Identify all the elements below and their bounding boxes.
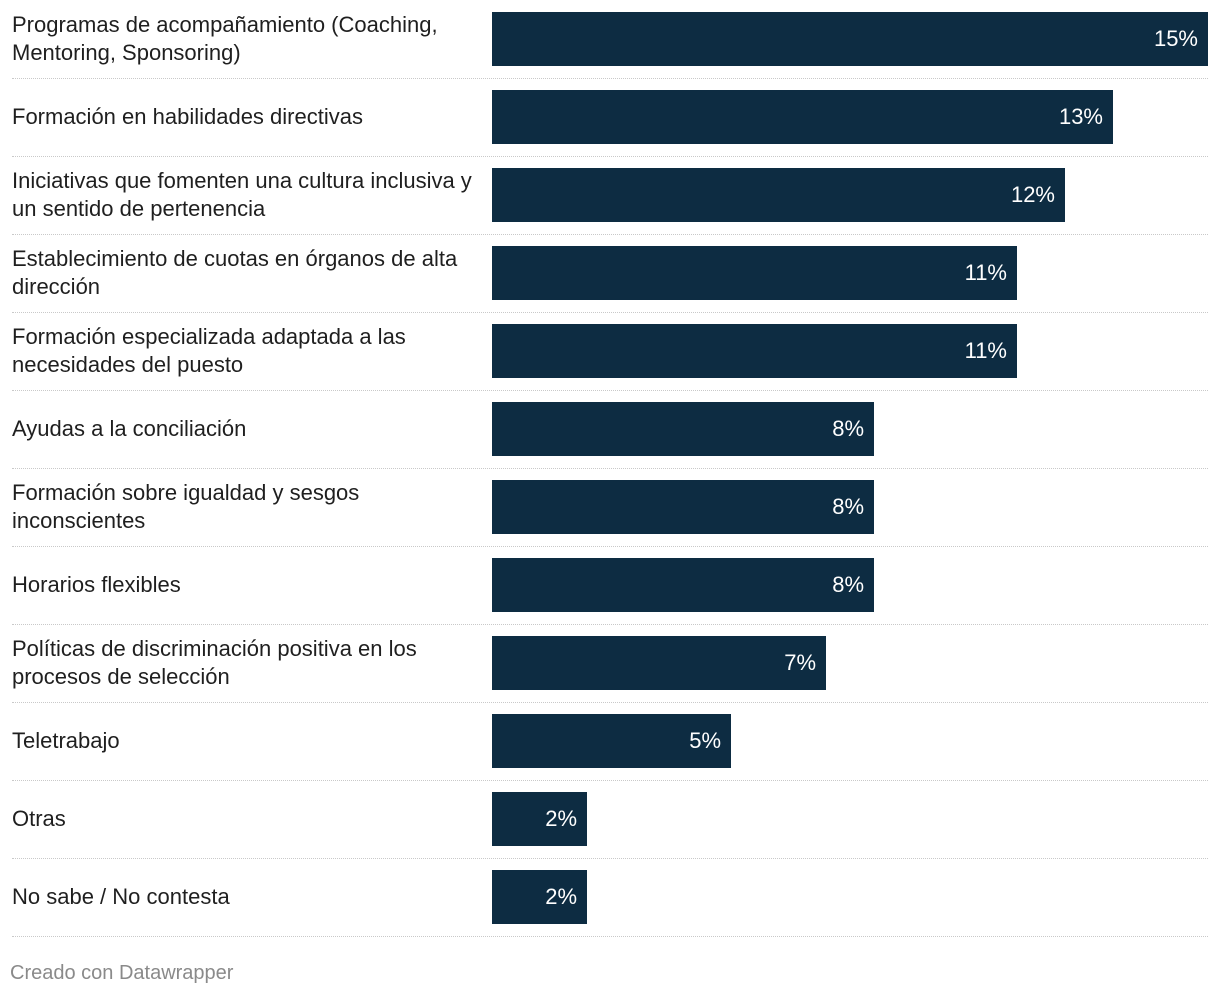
bar-value-label: 7%	[784, 650, 816, 675]
bar: 8%	[492, 480, 874, 534]
category-label: Formación sobre igualdad y sesgos incons…	[12, 480, 360, 533]
category-label: Ayudas a la conciliación	[12, 416, 247, 441]
chart-row: Políticas de discriminación positiva en …	[12, 636, 1208, 703]
category-label: Programas de acompañamiento (Coaching, M…	[12, 12, 438, 65]
bar-value-label: 12%	[1010, 182, 1055, 207]
bar-value-label: 5%	[689, 728, 721, 753]
chart-row: Establecimiento de cuotas en órganos de …	[12, 246, 1208, 313]
chart-row: Horarios flexibles 8%	[12, 558, 1208, 625]
bar: 13%	[492, 90, 1113, 144]
bar: 5%	[492, 714, 731, 768]
chart-row: Iniciativas que fomenten una cultura inc…	[12, 168, 1208, 235]
bar: 11%	[492, 246, 1017, 300]
bar-value-label: 2%	[545, 806, 577, 831]
bar: 8%	[492, 402, 874, 456]
bar-value-label: 11%	[964, 338, 1007, 363]
bar-chart: Programas de acompañamiento (Coaching, M…	[12, 12, 1208, 937]
chart-row: No sabe / No contesta 2%	[12, 870, 1208, 937]
bar: 8%	[492, 558, 874, 612]
category-label: Formación en habilidades directivas	[12, 104, 363, 129]
bar-value-label: 8%	[832, 416, 864, 441]
category-label: Teletrabajo	[12, 728, 120, 753]
bar-value-label: 8%	[832, 572, 864, 597]
category-label: No sabe / No contesta	[12, 884, 230, 909]
category-label: Otras	[12, 806, 66, 831]
bar: 2%	[492, 870, 587, 924]
chart-row: Formación especializada adaptada a las n…	[12, 324, 1208, 391]
category-label: Políticas de discriminación positiva en …	[12, 636, 417, 689]
bar-value-label: 11%	[964, 260, 1007, 285]
chart-row: Formación en habilidades directivas 13%	[12, 90, 1208, 157]
bar-value-label: 8%	[832, 494, 864, 519]
bar-value-label: 2%	[545, 884, 577, 909]
bar-value-label: 15%	[1153, 26, 1198, 51]
category-label: Horarios flexibles	[12, 572, 181, 597]
category-label: Formación especializada adaptada a las n…	[12, 324, 406, 377]
footer-credit[interactable]: Creado con Datawrapper	[10, 962, 234, 984]
category-label: Establecimiento de cuotas en órganos de …	[12, 246, 458, 299]
chart-row: Otras 2%	[12, 792, 1208, 859]
chart-row: Formación sobre igualdad y sesgos incons…	[12, 480, 1208, 547]
category-label: Iniciativas que fomenten una cultura inc…	[12, 168, 472, 221]
bar: 15%	[492, 12, 1208, 66]
chart-row: Ayudas a la conciliación 8%	[12, 402, 1208, 469]
bar: 7%	[492, 636, 826, 690]
chart-row: Programas de acompañamiento (Coaching, M…	[12, 12, 1208, 79]
bar: 11%	[492, 324, 1017, 378]
bar: 12%	[492, 168, 1065, 222]
bar-value-label: 13%	[1058, 104, 1103, 129]
chart-row: Teletrabajo 5%	[12, 714, 1208, 781]
bar: 2%	[492, 792, 587, 846]
